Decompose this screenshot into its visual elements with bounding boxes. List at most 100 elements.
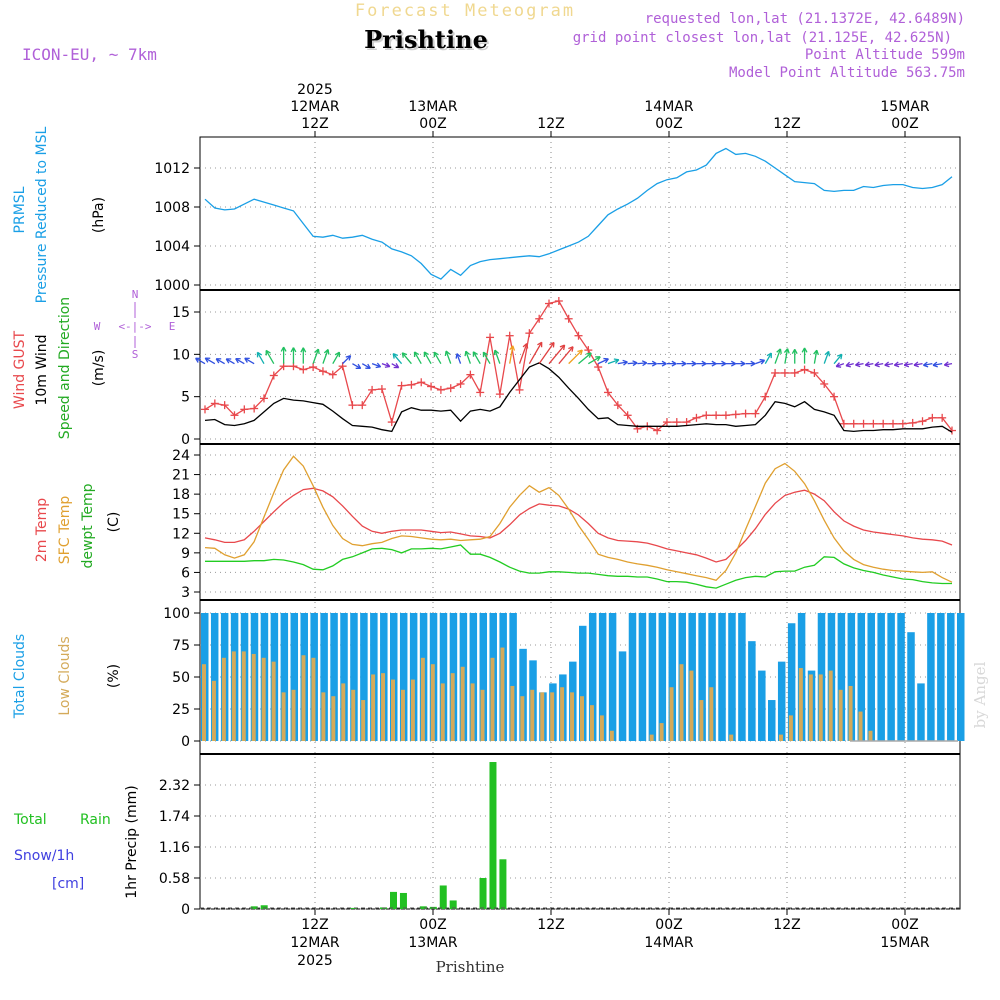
low-cloud-bar-62	[818, 674, 823, 741]
wind-arrow-73	[913, 363, 923, 366]
sfc-label: SFC Temp	[57, 496, 73, 565]
wind-arrow-21	[401, 352, 412, 365]
wind-arrowhead-b-23	[423, 351, 429, 356]
ms-label: (m/s)	[91, 350, 107, 387]
wind-arrowhead-b-18	[384, 365, 390, 368]
precip-bar-28	[479, 878, 487, 909]
wind-arrowhead-a-3	[225, 358, 230, 364]
bottom-tick-label-3-1: 14MAR	[644, 935, 693, 951]
wind-arrow-4	[235, 358, 245, 365]
low-cloud-bar-31	[510, 685, 515, 741]
precip-bar-24	[439, 885, 447, 909]
wind-axis-titles: Wind GUST 10m Wind Speed and Direction (…	[12, 288, 175, 439]
wind-arrowhead-b-47	[671, 363, 677, 367]
wind-arrowhead-b-26	[456, 353, 462, 358]
wind-arrowhead-b-17	[375, 366, 381, 369]
precip-ytick-label-0: 0	[181, 902, 190, 918]
wind-arrowhead-b-6	[257, 351, 263, 356]
wind-arrowhead-b-53	[730, 363, 736, 367]
wind-arrowhead-b-61	[803, 347, 808, 353]
low-cloud-bar-23	[430, 664, 435, 741]
low-cloud-bar-59	[788, 715, 793, 741]
total-cloud-bar-20	[399, 613, 408, 741]
wind-arrowhead-a-75	[932, 364, 938, 368]
wind-arrowhead-b-39	[597, 356, 601, 362]
temp-ytick-label-0: 3	[181, 585, 190, 601]
precip-bar-5	[250, 906, 258, 909]
precip-bar-6	[260, 905, 268, 909]
low-cloud-bar-58	[778, 734, 783, 741]
low-cloud-bar-36	[560, 687, 565, 741]
low-cloud-bar-1	[211, 680, 216, 741]
wind-arrowhead-a-74	[923, 364, 929, 368]
top-tick-label-0-2: 12Z	[301, 116, 328, 132]
low-cloud-bar-30	[500, 647, 505, 741]
low-cloud-bar-8	[281, 692, 286, 741]
top-tick-label-5-1: 00Z	[891, 116, 918, 132]
wind-arrow-12	[322, 349, 329, 364]
wind-arrow-17	[371, 363, 381, 368]
bottom-tick-label-5-1: 15MAR	[880, 935, 929, 951]
low-cloud-bar-26	[460, 666, 465, 741]
total-cloud-bar-69	[887, 613, 895, 741]
wind-arrow-69	[874, 363, 884, 366]
wind-arrowhead-a-67	[855, 364, 861, 368]
low-cloud-bar-37	[570, 692, 575, 741]
bottom-tick-label-4-0: 12Z	[773, 917, 800, 933]
total-clouds-label: Total Clouds	[12, 634, 28, 719]
wind-arrowhead-a-38	[586, 352, 592, 355]
wind-arrowhead-b-31	[512, 345, 516, 351]
location-title-shadow: Prishtine	[366, 27, 490, 56]
wind-arrowhead-b-45	[651, 363, 657, 367]
wind10m-label: 10m Wind	[34, 334, 50, 405]
low-cloud-bar-15	[351, 689, 356, 741]
low-cloud-bar-33	[530, 689, 535, 741]
low-cloud-bar-35	[550, 692, 555, 741]
hpa-label: (hPa)	[91, 197, 107, 233]
low-cloud-bar-45	[649, 734, 654, 741]
wind-arrowhead-a-50	[701, 360, 707, 365]
wind-arrow-35	[548, 344, 566, 365]
wind-arrowhead-b-35	[562, 344, 566, 351]
wind-arrowhead-b-8	[283, 346, 287, 352]
total-cloud-bar-24	[439, 613, 448, 741]
frame-pressure	[199, 136, 961, 291]
wind-arrowhead-a-76	[944, 364, 950, 368]
temp-axis-titles: 2m Temp SFC Temp dewpt Temp (C)	[34, 483, 122, 568]
precip-mm-label: 1hr Precip (mm)	[124, 785, 140, 898]
wind-arrowhead-b-71	[893, 361, 899, 366]
total-cloud-bar-31	[509, 613, 517, 741]
wind-arrowhead-a-17	[376, 362, 382, 368]
temp-ytick-label-5: 18	[172, 487, 190, 503]
wind-arrowhead-a-52	[721, 360, 727, 365]
wind-arrow-5	[244, 357, 255, 365]
wind-arrow-64	[833, 353, 843, 365]
low-clouds-label: Low Clouds	[57, 636, 73, 715]
low-cloud-bar-4	[241, 651, 246, 741]
precip-axis-titles: Total Rain Snow/1h [cm] 1hr Precip (mm)	[13, 785, 140, 898]
compass-s: S	[132, 348, 139, 361]
low-cloud-bar-32	[520, 696, 525, 741]
cloud-ytick-label-0: 0	[181, 734, 190, 750]
low-cloud-bar-65	[848, 685, 853, 741]
total-cloud-bar-39	[588, 613, 597, 741]
low-cloud-bar-41	[609, 730, 614, 741]
wind-arrowhead-a-12	[323, 349, 329, 354]
low-cloud-bar-5	[251, 653, 256, 741]
total-cloud-bar-55	[748, 641, 756, 741]
total-cloud-bar-57	[768, 700, 776, 741]
top-tick-label-5-0: 15MAR	[880, 99, 929, 115]
low-cloud-bar-9	[291, 689, 296, 741]
wind-arrowhead-a-32	[522, 343, 528, 348]
wind-arrow-29	[482, 351, 491, 364]
wind-line	[204, 362, 953, 433]
total-cloud-bar-74	[937, 613, 945, 741]
wind-arrowhead-b-51	[711, 363, 717, 367]
wind-arrowhead-a-46	[661, 360, 667, 365]
top-tick-label-4-0: 12Z	[773, 116, 800, 132]
total-cloud-bar-45	[648, 613, 657, 741]
wind-arrowhead-a-66	[845, 365, 852, 368]
low-cloud-bar-53	[729, 734, 734, 741]
wind-arrowhead-a-20	[392, 353, 395, 359]
top-tick-label-1-1: 00Z	[419, 116, 446, 132]
